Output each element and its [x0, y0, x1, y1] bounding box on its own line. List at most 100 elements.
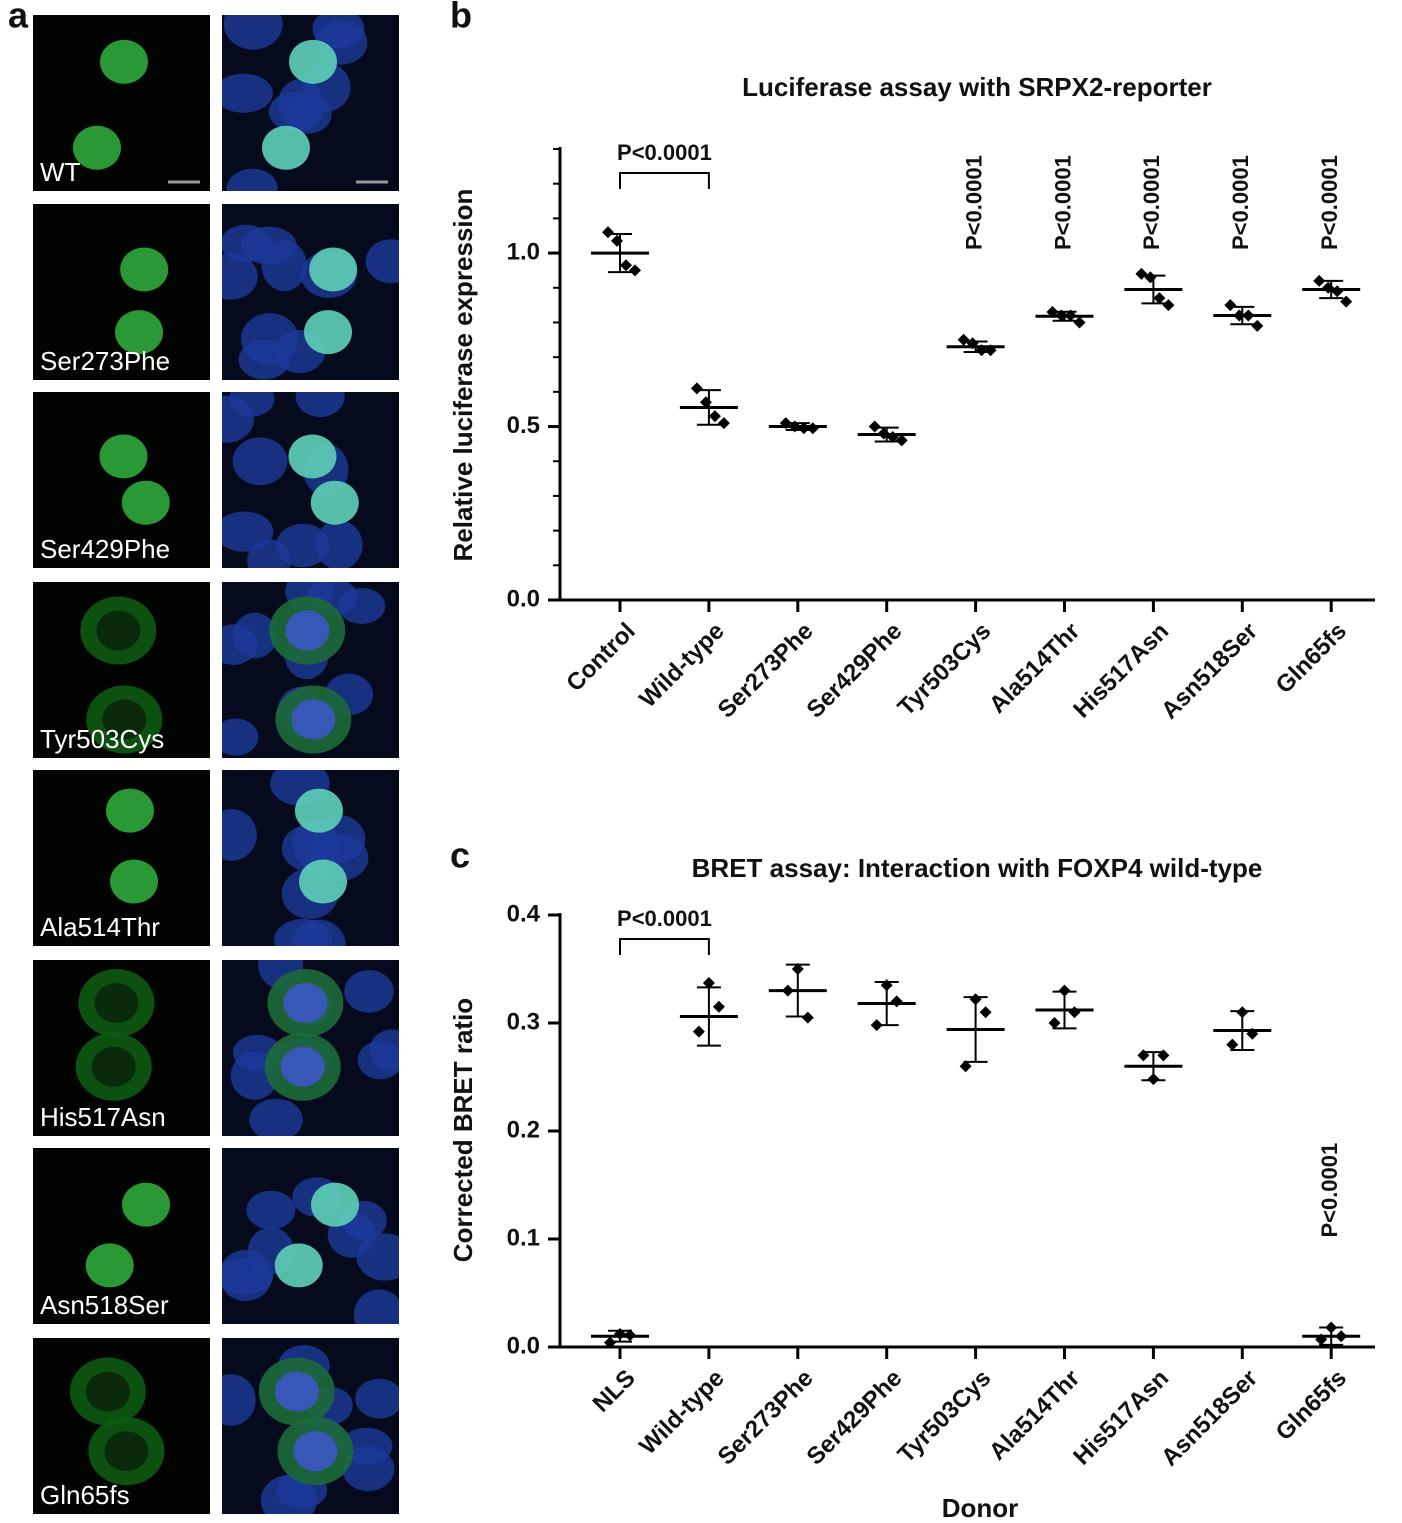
chart-title: BRET assay: Interaction with FOXP4 wild-… — [692, 853, 1263, 883]
image-label: Ser273Phe — [40, 346, 170, 376]
cell — [110, 859, 159, 904]
nucleus — [276, 523, 330, 568]
data-point — [969, 993, 982, 1006]
nucleus — [315, 520, 363, 568]
data-point — [620, 259, 632, 272]
x-tick-label: Asn518Ser — [1156, 1365, 1263, 1472]
nucleus — [232, 612, 278, 659]
green-layer — [85, 1182, 171, 1288]
data-point — [624, 1329, 636, 1342]
nucleus — [229, 392, 275, 417]
image-label: Ser429Phe — [40, 534, 170, 564]
merge-layer — [222, 15, 368, 191]
data-point — [1251, 319, 1264, 332]
nucleus — [268, 91, 324, 133]
image-label: His517Asn — [40, 1102, 166, 1132]
y-tick-label: 0.0 — [507, 585, 540, 612]
data-point — [984, 344, 997, 357]
y-tick-label: 0.5 — [507, 412, 540, 439]
comparison-label: P<0.0001 — [617, 906, 712, 931]
data-point — [791, 963, 804, 975]
y-tick-label: 0.3 — [507, 1008, 540, 1035]
x-tick-label: Ser273Phe — [713, 1365, 819, 1471]
cell — [288, 39, 337, 84]
data-point — [1322, 281, 1335, 294]
cell — [299, 859, 348, 904]
data-point — [890, 995, 903, 1008]
nucleus — [222, 253, 258, 300]
merge-layer — [222, 770, 369, 946]
data-point — [699, 396, 712, 409]
green-layer — [115, 247, 169, 355]
data-point — [717, 417, 730, 430]
x-tick-label: Tyr503Cys — [893, 1365, 997, 1469]
cell-nucleus — [291, 699, 336, 740]
data-point — [1226, 1038, 1239, 1051]
image-green — [33, 204, 210, 380]
x-tick-label: Ser273Phe — [713, 618, 819, 724]
cell — [115, 310, 164, 355]
data-point — [614, 1328, 626, 1341]
cell-nucleus — [94, 983, 139, 1024]
image-label: Ala514Thr — [40, 912, 160, 942]
data-point — [1315, 1333, 1328, 1346]
significance-label: P<0.0001 — [1317, 155, 1342, 250]
nucleus — [223, 15, 283, 50]
x-tick-label: Tyr503Cys — [893, 618, 997, 722]
x-tick-label: Wild-type — [634, 618, 729, 713]
cell-nucleus — [274, 1371, 319, 1412]
nucleus — [226, 168, 278, 191]
comparison-bracket — [619, 938, 710, 955]
data-point — [1144, 271, 1157, 284]
nucleus — [222, 73, 274, 113]
data-point — [1242, 309, 1255, 322]
cell — [274, 1243, 323, 1288]
data-point — [1335, 1330, 1348, 1343]
x-tick-label: Control — [561, 618, 640, 697]
y-tick-label: 1.0 — [507, 238, 540, 265]
y-tick-label: 0.1 — [507, 1224, 540, 1251]
green-layer — [69, 1357, 165, 1486]
significance-label: P<0.0001 — [961, 155, 986, 250]
data-point — [1331, 285, 1344, 298]
chart-title: Luciferase assay with SRPX2-reporter — [742, 72, 1212, 102]
cell — [261, 125, 310, 170]
data-point — [868, 420, 881, 433]
data-point — [979, 1006, 992, 1019]
cell — [99, 39, 148, 84]
significance-label: P<0.0001 — [1317, 1143, 1342, 1238]
cell-nucleus — [85, 1371, 130, 1412]
significance-label: P<0.0001 — [1050, 155, 1075, 250]
data-point — [1147, 1073, 1160, 1086]
data-point — [690, 382, 703, 395]
data-point — [1246, 1027, 1259, 1040]
data-point — [1064, 309, 1077, 322]
data-point — [1135, 267, 1148, 280]
data-point — [1046, 306, 1059, 319]
image-label: WT — [40, 157, 81, 187]
data-point — [1157, 1049, 1170, 1062]
data-point — [708, 410, 721, 423]
y-axis-label: Corrected BRET ratio — [448, 998, 478, 1262]
nucleus — [222, 1374, 256, 1426]
data-point — [870, 1019, 883, 1032]
data-point — [1048, 1017, 1061, 1029]
data-point — [702, 977, 715, 990]
data-point — [877, 427, 890, 440]
data-point — [1325, 1321, 1338, 1334]
cell — [311, 1182, 360, 1227]
x-tick-label: Ser429Phe — [802, 1365, 908, 1471]
significance-label: P<0.0001 — [1139, 155, 1164, 250]
data-point — [1137, 1049, 1150, 1062]
nucleus — [355, 1378, 399, 1419]
merge-layer — [222, 1177, 399, 1324]
nucleus — [295, 392, 345, 418]
nucleus — [249, 1098, 303, 1136]
nucleus — [291, 919, 346, 946]
merge-layer — [230, 960, 399, 1136]
data-point — [779, 417, 792, 430]
data-point — [801, 1011, 814, 1024]
x-tick-label: Asn518Ser — [1156, 618, 1263, 725]
data-point — [1162, 299, 1175, 312]
